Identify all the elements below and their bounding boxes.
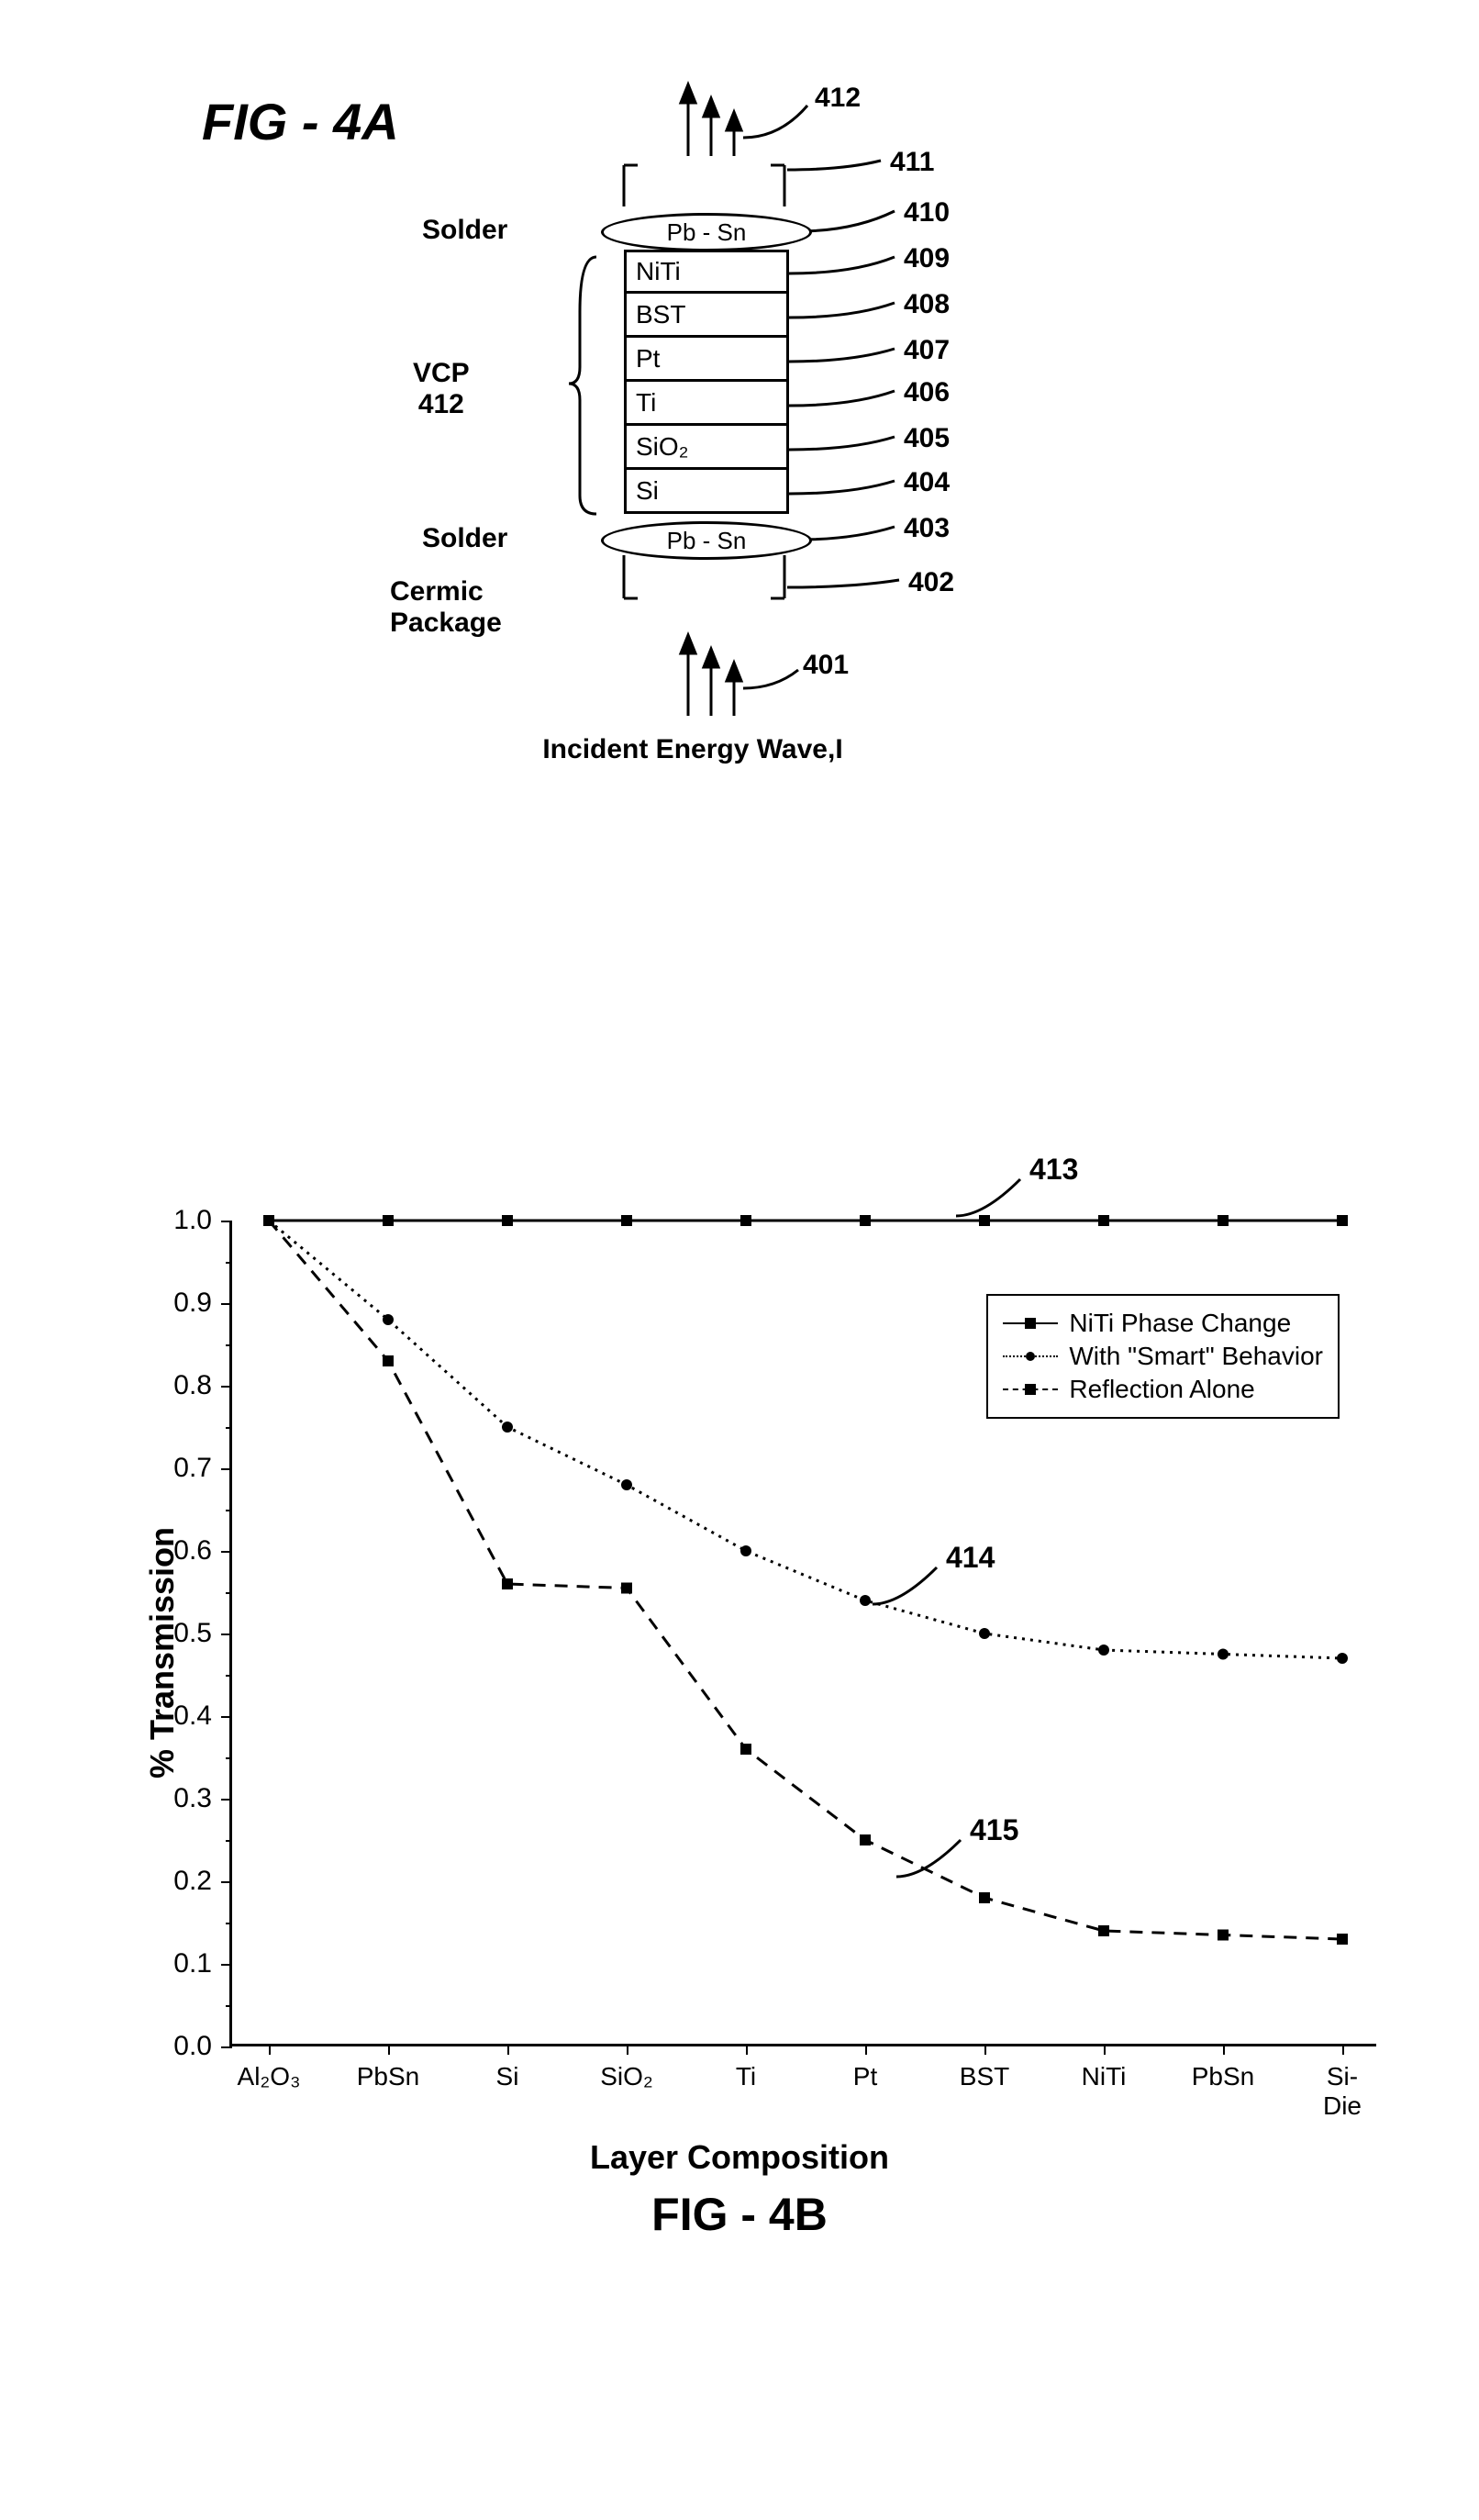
y-tick-label: 0.1	[173, 1948, 212, 1979]
legend-item-2: With "Smart" Behavior	[1003, 1342, 1323, 1371]
chart-plot-area: 413414415 NiTi Phase Change With "Smart"…	[229, 1221, 1376, 2046]
layer-ti: Ti	[624, 382, 789, 426]
layer-stack: 412 411 410 409 408 407 406 405 404 403 …	[569, 73, 1211, 1083]
chart-ref-415: 415	[970, 1813, 1018, 1846]
y-tick-label: 1.0	[173, 1205, 212, 1236]
ref-405: 405	[904, 423, 950, 454]
layer-sio2: SiO₂	[624, 426, 789, 470]
y-tick-label: 0.8	[173, 1370, 212, 1401]
ref-406: 406	[904, 377, 950, 408]
figure-4b: % Transmission 413414415 NiTi Phase Chan…	[92, 1221, 1387, 2414]
solder-bot: Pb - Sn	[601, 521, 812, 560]
ref-410: 410	[904, 197, 950, 229]
ref-407: 407	[904, 335, 950, 366]
solder-label-top: Solder	[422, 215, 507, 246]
y-tick-label: 0.5	[173, 1618, 212, 1649]
fig-4a-title: FIG - 4A	[202, 92, 399, 151]
ref-412-top: 412	[815, 83, 861, 114]
ref-409: 409	[904, 243, 950, 274]
x-tick-label: SiO₂	[600, 2062, 653, 2091]
figure-4a: FIG - 4A	[92, 73, 1387, 1083]
y-tick-label: 0.6	[173, 1535, 212, 1567]
ceramic-package-label: Cermic Package	[390, 576, 502, 639]
layer-pbsn-top: Pb - Sn	[601, 213, 812, 251]
y-tick-label: 0.3	[173, 1783, 212, 1814]
x-tick-label: Pt	[853, 2062, 877, 2091]
ref-402: 402	[908, 567, 954, 598]
ref-401: 401	[803, 650, 849, 681]
y-tick-label: 0.2	[173, 1866, 212, 1897]
y-tick-label: 0.9	[173, 1288, 212, 1319]
x-tick-label: Si- Die	[1323, 2062, 1362, 2121]
fig-4b-title: FIG - 4B	[92, 2188, 1387, 2241]
legend-item-1: NiTi Phase Change	[1003, 1309, 1323, 1338]
legend: NiTi Phase Change With "Smart" Behavior …	[986, 1294, 1340, 1419]
legend-item-3: Reflection Alone	[1003, 1375, 1323, 1404]
chart-ref-413: 413	[1029, 1153, 1078, 1186]
solder-label-bot: Solder	[422, 523, 507, 554]
y-tick-label: 0.7	[173, 1453, 212, 1484]
x-tick-label: Al₂O₃	[238, 2062, 301, 2091]
layer-si: Si	[624, 470, 789, 514]
vcp-label: VCP 412	[413, 358, 470, 420]
layer-pbsn-bot: Pb - Sn	[601, 521, 812, 560]
x-tick-label: PbSn	[357, 2062, 420, 2091]
y-tick-label: 0.0	[173, 2031, 212, 2062]
chart-ref-414: 414	[946, 1541, 995, 1574]
x-axis-title: Layer Composition	[92, 2138, 1387, 2177]
layer-pt: Pt	[624, 338, 789, 382]
x-tick-label: BST	[960, 2062, 1009, 2091]
x-tick-label: NiTi	[1082, 2062, 1127, 2091]
layer-bst: BST	[624, 294, 789, 338]
incident-label: Incident Energy Wave,I	[486, 734, 899, 765]
x-tick-label: Si	[496, 2062, 519, 2091]
ref-403: 403	[904, 513, 950, 544]
layer-niti: NiTi	[624, 250, 789, 294]
y-tick-label: 0.4	[173, 1700, 212, 1732]
ref-404: 404	[904, 467, 950, 498]
x-tick-label: Ti	[736, 2062, 756, 2091]
solder-top: Pb - Sn	[601, 213, 812, 251]
ref-408: 408	[904, 289, 950, 320]
x-tick-label: PbSn	[1192, 2062, 1255, 2091]
ref-411: 411	[890, 147, 934, 178]
